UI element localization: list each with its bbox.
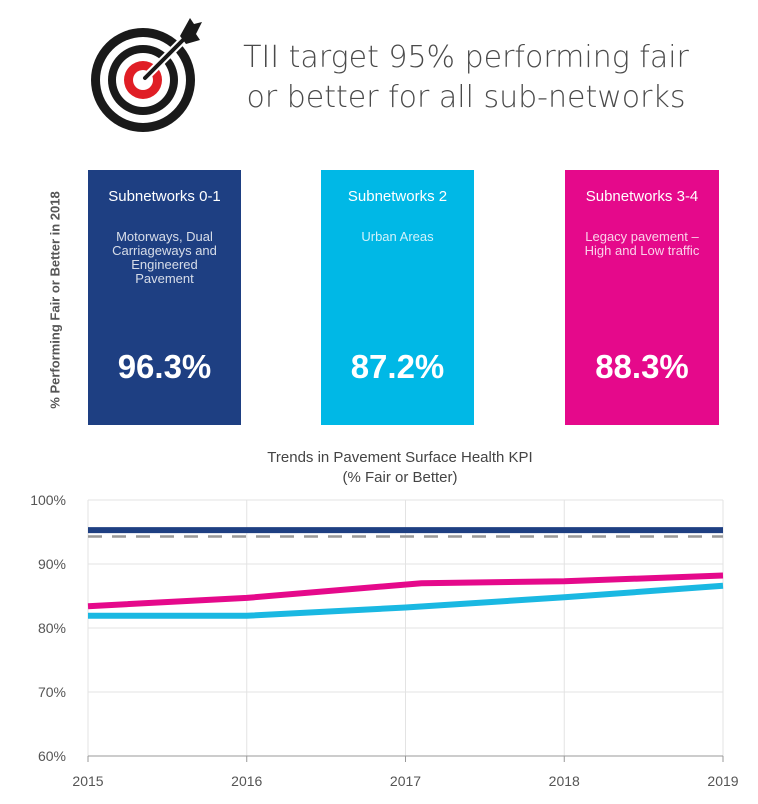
series-line-2 — [87, 572, 724, 610]
card-description: Motorways, Dual Carriageways and Enginee… — [112, 229, 217, 286]
card-subnetworks-2: Subnetworks 2 Urban Areas 87.2% — [321, 170, 474, 425]
headline-line-1: TII target 95% performing fair — [243, 40, 689, 75]
target-icon — [91, 18, 202, 132]
x-tick-label: 2019 — [707, 773, 738, 789]
y-tick-label: 70% — [38, 684, 66, 700]
card-value: 96.3% — [117, 348, 212, 385]
headline: TII target 95% performing fair or better… — [226, 38, 706, 118]
card-subnetworks-3-4: Subnetworks 3-4 Legacy pavement – High a… — [565, 170, 719, 425]
chart-subtitle: (% Fair or Better) — [342, 469, 458, 486]
x-tick-label: 2017 — [390, 773, 421, 789]
side-label-text: % Performing Fair or Better in 2018 — [47, 191, 63, 409]
series-line-3 — [88, 582, 724, 619]
card-description: Urban Areas — [361, 229, 434, 244]
x-tick-label: 2018 — [549, 773, 580, 789]
y-tick-label: 100% — [30, 492, 66, 508]
card-title: Subnetworks 3-4 — [585, 188, 699, 205]
x-tick-label: 2015 — [72, 773, 103, 789]
card-value: 87.2% — [350, 348, 445, 385]
card-value: 88.3% — [595, 348, 689, 385]
line-chart: 100% 90% 80% 70% 60% 2015 2016 2017 2018 2019 — [30, 492, 739, 789]
y-tick-label: 60% — [38, 748, 66, 764]
headline-line-2: or better for all sub-networks — [246, 80, 686, 115]
card-description: Legacy pavement – High and Low traffic — [584, 229, 700, 258]
chart-title: Trends in Pavement Surface Health KPI — [267, 449, 533, 466]
y-tick-label: 90% — [38, 556, 66, 572]
x-tick-label: 2016 — [231, 773, 262, 789]
card-title: Subnetworks 2 — [347, 188, 448, 205]
side-label: % Performing Fair or Better in 2018 — [20, 175, 90, 425]
card-title: Subnetworks 0-1 — [108, 188, 221, 205]
y-tick-label: 80% — [38, 620, 66, 636]
card-subnetworks-0-1: Subnetworks 0-1 Motorways, Dual Carriage… — [88, 170, 241, 425]
